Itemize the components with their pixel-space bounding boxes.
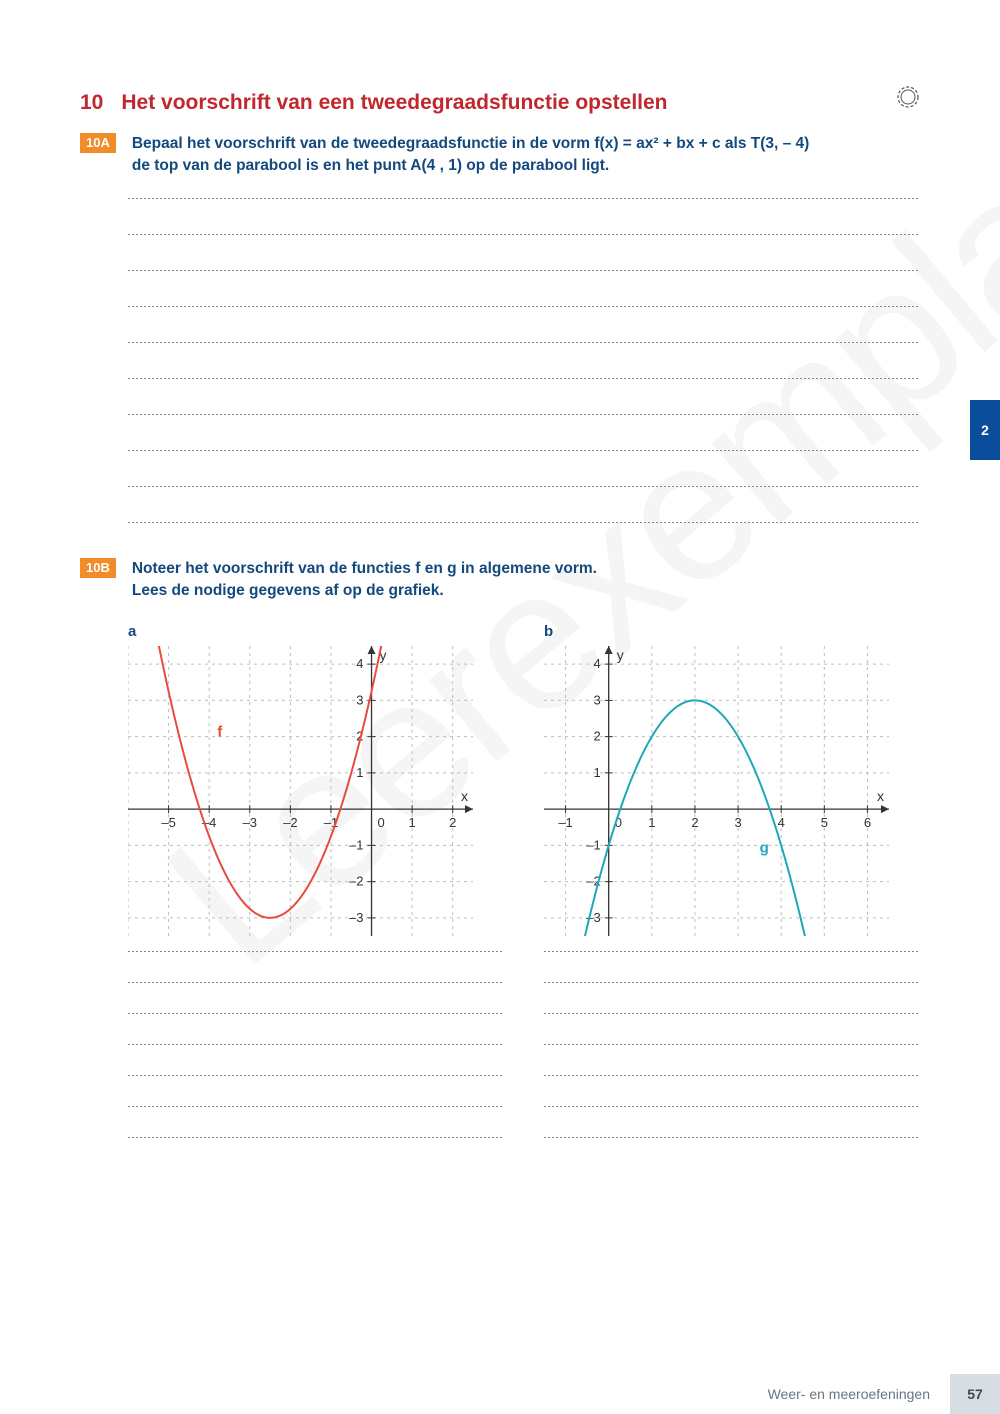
chart-b-column: b –1123456–3–2–112340xyg xyxy=(544,623,920,1168)
svg-text:x: x xyxy=(461,788,468,804)
chart-b: –1123456–3–2–112340xyg xyxy=(544,646,889,936)
ex-10a-line2: de top van de parabool is en het punt A(… xyxy=(132,157,609,174)
chart-b-label: b xyxy=(544,623,920,640)
ex-10a: 10A Bepaal het voorschrift van de tweede… xyxy=(80,133,920,178)
svg-text:2: 2 xyxy=(691,815,698,830)
svg-text:–1: –1 xyxy=(349,837,363,852)
svg-text:–2: –2 xyxy=(349,874,363,889)
svg-text:3: 3 xyxy=(356,692,363,707)
blank-line xyxy=(544,1044,920,1045)
ex-10a-line1: Bepaal het voorschrift van de tweedegraa… xyxy=(132,135,809,152)
svg-text:5: 5 xyxy=(821,815,828,830)
blank-line xyxy=(128,306,920,307)
blank-line xyxy=(128,982,504,983)
svg-text:1: 1 xyxy=(593,765,600,780)
blank-line xyxy=(544,1013,920,1014)
blank-line xyxy=(544,1106,920,1107)
badge-10a: 10A xyxy=(80,133,116,153)
svg-text:1: 1 xyxy=(356,765,363,780)
svg-text:f: f xyxy=(217,724,223,741)
blank-line xyxy=(544,951,920,952)
svg-text:–2: –2 xyxy=(283,815,297,830)
blank-line xyxy=(128,234,920,235)
footer: Weer- en meeroefeningen 57 xyxy=(768,1374,1000,1414)
blank-line xyxy=(128,1075,504,1076)
svg-text:g: g xyxy=(760,840,769,857)
blank-line xyxy=(128,1044,504,1045)
blank-line xyxy=(128,486,920,487)
blank-line xyxy=(544,982,920,983)
svg-text:–3: –3 xyxy=(243,815,257,830)
blank-line xyxy=(544,1137,920,1138)
svg-text:–1: –1 xyxy=(558,815,572,830)
ex-10a-text: Bepaal het voorschrift van de tweedegraa… xyxy=(132,133,809,178)
svg-text:2: 2 xyxy=(449,815,456,830)
svg-text:2: 2 xyxy=(593,729,600,744)
svg-text:–3: –3 xyxy=(349,910,363,925)
badge-10b: 10B xyxy=(80,558,116,578)
svg-text:3: 3 xyxy=(734,815,741,830)
footer-text: Weer- en meeroefeningen xyxy=(768,1386,930,1402)
blank-line xyxy=(128,342,920,343)
ring-icon xyxy=(896,85,920,109)
blank-line xyxy=(128,378,920,379)
footer-page-number: 57 xyxy=(950,1374,1000,1414)
blank-line xyxy=(128,414,920,415)
blank-line xyxy=(128,1106,504,1107)
svg-text:1: 1 xyxy=(648,815,655,830)
svg-text:3: 3 xyxy=(593,692,600,707)
section-title: Het voorschrift van een tweedegraadsfunc… xyxy=(121,91,878,115)
ex-10b-line1: Noteer het voorschrift van de functies f… xyxy=(132,560,597,577)
svg-text:–5: –5 xyxy=(161,815,175,830)
svg-text:x: x xyxy=(877,788,884,804)
chart-a-column: a –5–4–3–2–112–3–2–112340xyf xyxy=(128,623,504,1168)
blank-line xyxy=(128,1013,504,1014)
blank-line xyxy=(544,1075,920,1076)
answer-lines-b xyxy=(544,951,920,1138)
blank-line xyxy=(128,522,920,523)
blank-line xyxy=(128,198,920,199)
svg-text:6: 6 xyxy=(864,815,871,830)
svg-text:y: y xyxy=(617,647,624,663)
blank-line xyxy=(128,450,920,451)
blank-line xyxy=(128,270,920,271)
answer-lines-a xyxy=(128,951,504,1138)
svg-text:–1: –1 xyxy=(586,837,600,852)
svg-text:1: 1 xyxy=(409,815,416,830)
chart-a-label: a xyxy=(128,623,504,640)
side-tab: 2 xyxy=(970,400,1000,460)
blank-line xyxy=(128,951,504,952)
blank-line xyxy=(128,1137,504,1138)
chart-a: –5–4–3–2–112–3–2–112340xyf xyxy=(128,646,473,936)
svg-text:4: 4 xyxy=(356,656,363,671)
section-number: 10 xyxy=(80,91,103,115)
svg-text:0: 0 xyxy=(378,815,385,830)
svg-text:4: 4 xyxy=(778,815,785,830)
section-header: 10 Het voorschrift van een tweedegraadsf… xyxy=(80,85,920,115)
ex-10b: 10B Noteer het voorschrift van de functi… xyxy=(80,558,920,603)
ex-10b-line2: Lees de nodige gegevens af op de grafiek… xyxy=(132,582,444,599)
ex-10b-text: Noteer het voorschrift van de functies f… xyxy=(132,558,597,603)
svg-text:4: 4 xyxy=(593,656,600,671)
blank-lines-10a xyxy=(128,198,920,523)
